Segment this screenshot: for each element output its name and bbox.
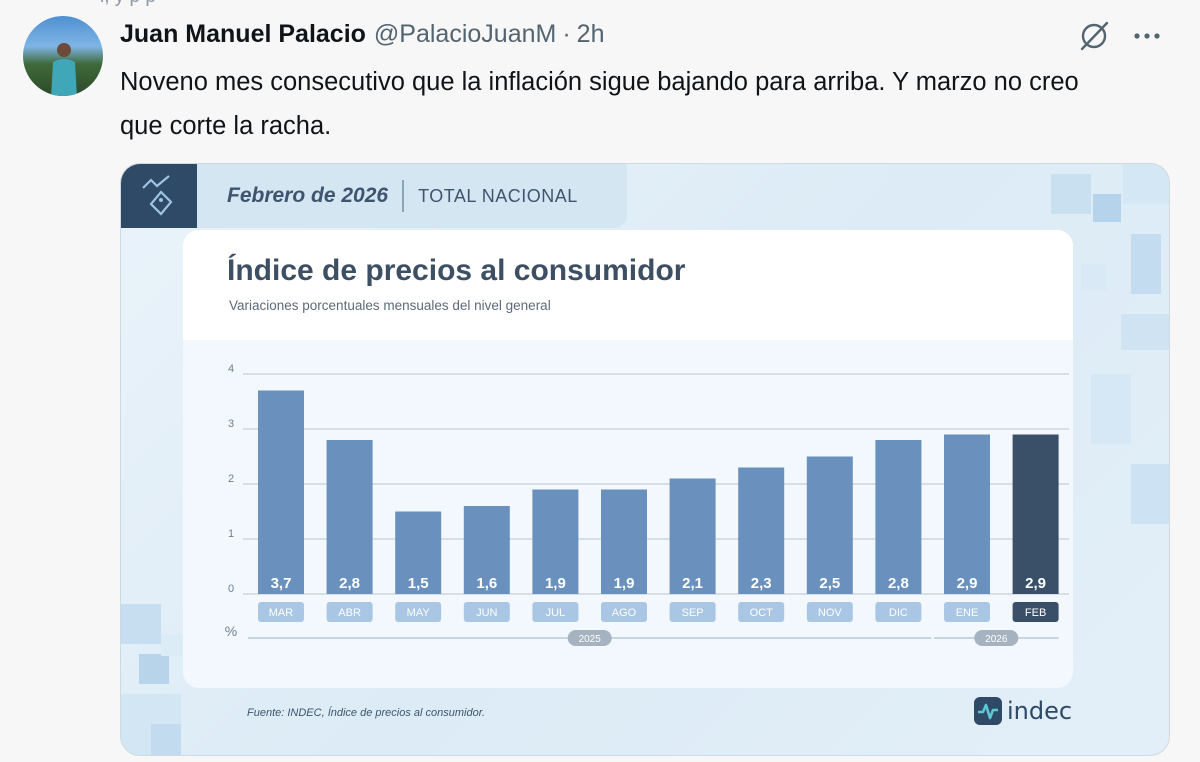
x-tick-label: JUN — [476, 607, 497, 619]
banner-divider — [402, 180, 405, 212]
category-pill — [395, 602, 442, 622]
bar — [738, 467, 785, 594]
header-separator: · — [562, 19, 571, 48]
price-tag-icon — [142, 175, 173, 216]
chart-source: Fuente: INDEC, Índice de precios al cons… — [247, 707, 486, 719]
category-pill — [738, 602, 785, 622]
decor-pixel — [151, 724, 181, 755]
category-pill — [944, 602, 990, 622]
category-pill — [532, 602, 579, 622]
data-label: 2,1 — [682, 575, 703, 592]
indec-wordmark: indec — [1007, 697, 1073, 725]
data-label: 1,5 — [408, 575, 429, 592]
price-tag-logo — [121, 164, 197, 228]
year-pill — [567, 630, 612, 646]
chart-header: Índice de precios al consumidor Variacio… — [183, 230, 1073, 340]
unit-label: % — [225, 623, 237, 639]
x-tick-label: JUL — [546, 607, 566, 619]
bar — [601, 489, 647, 594]
tweet-text: Noveno mes consecutivo que la inflación … — [120, 68, 1079, 140]
data-label: 1,9 — [614, 575, 635, 592]
tweet-header: Juan Manuel Palacio @PalacioJuanM · 2h — [120, 16, 604, 52]
author-handle[interactable]: @PalacioJuanM — [373, 19, 557, 48]
bar — [326, 440, 373, 594]
decor-pixel — [121, 604, 161, 644]
bar — [806, 456, 853, 594]
data-label: 2,3 — [751, 575, 772, 592]
author-name[interactable]: Juan Manuel Palacio — [120, 19, 366, 48]
bar — [395, 511, 442, 594]
indec-logo-icon — [974, 697, 1002, 725]
decor-pixel — [1093, 194, 1121, 222]
category-pill — [463, 602, 510, 622]
indec-logo: indec — [973, 694, 1072, 728]
decor-pixel — [1081, 264, 1107, 290]
category-pill — [258, 602, 304, 622]
category-pill — [326, 602, 373, 622]
data-label: 2,8 — [888, 575, 909, 592]
decor-pixel — [139, 654, 169, 684]
data-label: 1,6 — [476, 575, 497, 592]
x-tick-label: DIC — [889, 607, 908, 619]
tweet-media-image[interactable]: Febrero de 2026 TOTAL NACIONAL Índice de… — [120, 163, 1170, 756]
chart-subtitle: Variaciones porcentuales mensuales del n… — [229, 298, 551, 313]
bar — [875, 440, 922, 594]
x-tick-label: ENE — [956, 607, 979, 619]
category-pill — [601, 602, 647, 622]
decor-pixel — [1121, 314, 1169, 350]
avatar-person-icon — [51, 43, 77, 96]
year-label: 2026 — [985, 634, 1008, 645]
bar — [532, 489, 579, 594]
bar-chart: 0 1 2 3 4 3,7 MAR 2,8 ABR 1,5 MAY 1,6 JUN 1,9 JUL 1,9 AG… — [225, 363, 1069, 646]
y-tick-label: 0 — [228, 583, 234, 595]
chart-panel: Índice de precios al consumidor Variacio… — [183, 230, 1073, 688]
previous-post-cut-text: l, y p p — [100, 0, 156, 8]
x-tick-label: AGO — [612, 607, 637, 619]
data-label: 1,9 — [545, 575, 566, 592]
category-pill — [1012, 602, 1059, 622]
decor-pixel — [1131, 234, 1161, 294]
more-icon — [1134, 33, 1160, 39]
y-tick-label: 3 — [228, 418, 234, 430]
data-label: 3,7 — [271, 575, 292, 592]
data-label: 2,9 — [957, 575, 978, 592]
decor-pixel — [1051, 174, 1091, 214]
data-label: 2,9 — [1025, 575, 1046, 592]
y-tick-label: 2 — [228, 473, 234, 485]
tweet-time[interactable]: 2h — [576, 19, 605, 48]
bar — [463, 506, 510, 594]
x-tick-label: MAR — [269, 607, 294, 619]
decor-pixel — [1091, 374, 1131, 444]
x-tick-label: FEB — [1025, 607, 1046, 619]
grok-button[interactable] — [1074, 16, 1114, 56]
decor-pixel — [161, 634, 183, 656]
x-tick-label: NOV — [818, 607, 843, 619]
year-label: 2025 — [579, 634, 602, 645]
grok-icon — [1080, 21, 1109, 51]
chart-banner: Febrero de 2026 TOTAL NACIONAL — [197, 164, 627, 228]
y-tick-label: 1 — [228, 528, 234, 540]
category-pill — [806, 602, 853, 622]
data-label: 2,5 — [819, 575, 840, 592]
decor-pixel — [1123, 164, 1169, 204]
category-pill — [669, 602, 716, 622]
avatar[interactable] — [23, 16, 103, 96]
bar — [944, 434, 990, 594]
banner-date: Febrero de 2026 — [227, 184, 389, 207]
banner-scope: TOTAL NACIONAL — [418, 185, 578, 206]
decor-pixel — [1131, 464, 1169, 524]
x-tick-label: SEP — [682, 607, 704, 619]
bar — [669, 478, 716, 594]
y-tick-label: 4 — [228, 363, 234, 375]
bar — [1012, 434, 1059, 594]
x-tick-label: MAY — [407, 607, 431, 619]
more-button[interactable] — [1127, 16, 1167, 56]
year-pill — [974, 630, 1019, 646]
x-tick-label: ABR — [338, 607, 361, 619]
chart-title: Índice de precios al consumidor — [227, 254, 686, 287]
category-pill — [875, 602, 922, 622]
bar — [258, 390, 304, 594]
x-tick-label: OCT — [750, 607, 774, 619]
data-label: 2,8 — [339, 575, 360, 592]
